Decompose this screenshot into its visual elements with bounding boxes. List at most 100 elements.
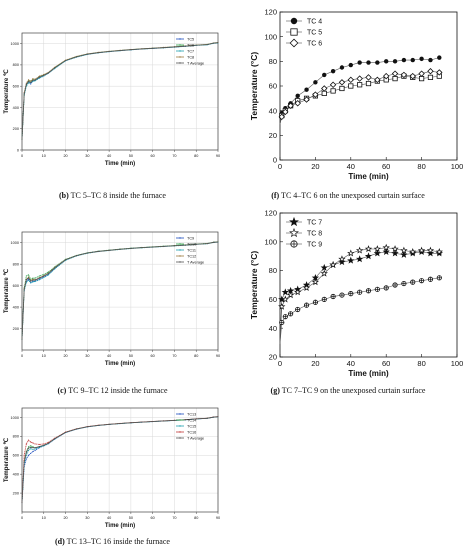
chart-f-series-0-point-8 xyxy=(330,69,336,74)
chart-d-series-2-point-5 xyxy=(32,449,34,451)
chart-b-frame xyxy=(21,32,219,151)
chart-d-xtick-1: 10 xyxy=(42,516,46,520)
chart-d-series-4-point-3 xyxy=(27,447,30,449)
chart-d-frame xyxy=(21,407,219,513)
chart-c-ytick-4: 1000 xyxy=(11,241,19,245)
chart-g-series-0-point-2 xyxy=(281,288,289,296)
chart-c-ylabel: Temperature ℃ xyxy=(3,269,10,314)
chart-f-legend-marker-1 xyxy=(290,28,298,36)
chart-f-xtick-1: 20 xyxy=(311,162,319,171)
chart-b-legend-dot-2 xyxy=(179,50,181,52)
chart-b-legend-dot-1 xyxy=(179,44,181,46)
chart-f-ytick-5: 100 xyxy=(264,32,277,41)
chart-f-ylabel: Temperature (°C) xyxy=(249,52,259,121)
chart-b-series-4-point-1 xyxy=(23,93,25,95)
chart-f-series-2-point-4 xyxy=(294,100,301,107)
chart-g-series-2-line xyxy=(279,277,440,345)
chart-f-series-2-point-2 xyxy=(282,108,289,116)
chart-c-series-4-point-25 xyxy=(213,241,215,243)
chart-d-series-4-point-7 xyxy=(38,446,40,448)
chart-f-series-0-point-10 xyxy=(348,62,353,68)
chart-b-series-4-point-21 xyxy=(173,46,175,48)
chart-b-xtick-2: 20 xyxy=(63,154,67,158)
chart-f-ytick-1: 20 xyxy=(269,131,277,140)
chart-f-series-1-point-9 xyxy=(339,85,345,92)
chart-c-series-2-point-5 xyxy=(32,281,34,283)
caption-g-letter: (g) xyxy=(270,386,280,395)
chart-b-legend-label-1: TC6 xyxy=(187,43,194,47)
caption-g: (g) TC 7–TC 9 on the unexposed curtain s… xyxy=(232,386,464,395)
chart-b-legend-label-4: T Average xyxy=(187,61,204,65)
chart-c-series-2-point-6 xyxy=(34,281,36,283)
chart-b-ytick-2: 400 xyxy=(13,106,19,110)
chart-g-series-1 xyxy=(278,243,443,345)
chart-b-xtick-3: 30 xyxy=(85,154,89,158)
chart-c-series-4-point-21 xyxy=(173,245,175,247)
chart-b-series-4-point-12 xyxy=(75,56,77,58)
chart-d-series-4-point-22 xyxy=(184,419,186,421)
chart-d-xtick-3: 30 xyxy=(85,516,89,520)
chart-panel-b: 0 10 20 30 40 50 60 70 80 90 0 200 400 600 800 1000 Time… xyxy=(0,0,225,205)
chart-c-series-1-point-4 xyxy=(30,278,32,280)
chart-d-series-3 xyxy=(21,416,219,504)
caption-d-letter: (d) xyxy=(55,537,65,546)
chart-b: 0 10 20 30 40 50 60 70 80 90 0 200 400 600 800 1000 Time… xyxy=(3,32,220,167)
chart-g-series-1-point-1 xyxy=(278,302,286,310)
chart-d-series-0-point-2 xyxy=(25,458,27,460)
chart-b-legend-label-0: TC5 xyxy=(187,37,194,41)
chart-d-grid xyxy=(21,408,219,512)
chart-g-series-1-point-2 xyxy=(281,295,289,303)
chart-g-series-2-point-12 xyxy=(365,288,372,294)
chart-f-series-2-point-6 xyxy=(312,91,319,98)
chart-b-legend: TC5 TC6 TC7 TC8 T Average xyxy=(176,37,204,65)
chart-g-xtick-5: 100 xyxy=(451,359,464,368)
chart-g-series-0-point-19 xyxy=(426,249,435,257)
chart-g-xtick-4: 80 xyxy=(417,359,425,368)
chart-b-series-2-point-5 xyxy=(32,80,34,82)
chart-g-series-1-point-15 xyxy=(391,245,399,253)
chart-d-legend-label-2: TC15 xyxy=(187,424,196,428)
chart-f-legend-label-1: TC 5 xyxy=(307,30,322,37)
chart-c-series-4-point-4 xyxy=(30,280,32,282)
chart-c-legend-dot-2 xyxy=(179,249,181,251)
chart-b-legend-dot-4 xyxy=(179,62,181,64)
chart-b-series-4-point-3 xyxy=(27,80,30,82)
chart-g-series-1-point-17 xyxy=(409,248,417,255)
chart-g-legend: TC 7 TC 8 TC 9 xyxy=(286,216,322,249)
chart-d-series-4-point-17 xyxy=(130,422,132,424)
chart-f-series-1-point-18 xyxy=(418,76,425,82)
chart-b-legend-label-2: TC7 xyxy=(187,49,194,53)
chart-b-series-4-point-6 xyxy=(34,79,36,81)
chart-c-series-1-point-9 xyxy=(47,271,49,273)
caption-d: (d) TC 13–TC 16 inside the furnace xyxy=(0,537,225,546)
chart-c-xtick-7: 70 xyxy=(172,354,176,358)
chart-d-series-4-point-15 xyxy=(108,423,110,425)
chart-b-legend-label-3: TC8 xyxy=(187,55,194,59)
chart-c-xtick-2: 20 xyxy=(63,354,67,358)
chart-f-series-2-point-11 xyxy=(356,75,363,82)
chart-d-ytick-3: 800 xyxy=(13,435,19,439)
chart-c-series-2-point-9 xyxy=(47,274,49,276)
chart-d-series-0-point-5 xyxy=(32,450,34,453)
chart-b-series-4-point-10 xyxy=(54,67,56,69)
chart-f-series-2 xyxy=(278,67,443,125)
chart-b-series-4-point-19 xyxy=(152,47,154,49)
chart-c-legend-label-4: T Average xyxy=(187,260,204,264)
chart-g-series-2-point-4 xyxy=(295,306,301,313)
chart-d-series-0-point-4 xyxy=(30,452,32,454)
chart-d-series-0-point-6 xyxy=(34,449,36,452)
chart-c-series-4-point-7 xyxy=(38,277,40,279)
chart-d-series-4-point-18 xyxy=(141,421,143,423)
chart-c-series-4-point-0 xyxy=(21,338,23,340)
chart-d-legend-dot-1 xyxy=(179,419,181,421)
chart-d-series-4-point-23 xyxy=(195,418,197,420)
chart-c-series-2-point-4 xyxy=(30,282,32,284)
chart-g-ytick-0: 20 xyxy=(269,353,277,362)
chart-d-xtick-5: 50 xyxy=(129,516,133,520)
chart-b-series-4-point-4 xyxy=(30,81,32,84)
chart-f-series-0-point-20 xyxy=(437,55,442,60)
caption-b-letter: (b) xyxy=(59,191,69,200)
chart-b-series-3-point-5 xyxy=(32,78,34,80)
chart-b-xtick-4: 40 xyxy=(107,154,111,158)
chart-f-series-2-point-13 xyxy=(374,76,381,84)
